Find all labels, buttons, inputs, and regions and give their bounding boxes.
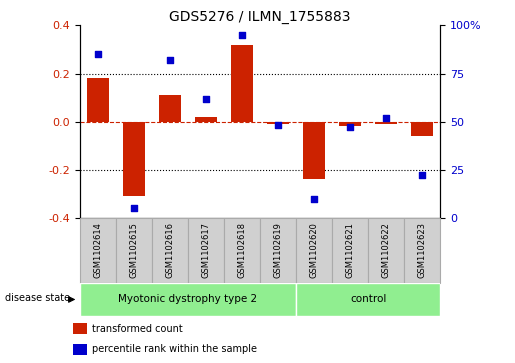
Bar (260, 218, 296, 283)
Text: GSM1102619: GSM1102619 (273, 223, 283, 278)
Bar (332, 218, 368, 283)
Point (238, 32, 246, 38)
Bar (87, 78, 109, 122)
Text: transformed count: transformed count (92, 324, 183, 334)
Bar (267, 122, 289, 124)
Text: GSM1102621: GSM1102621 (346, 223, 355, 278)
Text: percentile rank within the sample: percentile rank within the sample (92, 344, 258, 354)
Text: GSM1102618: GSM1102618 (237, 223, 247, 278)
Bar (152, 218, 188, 283)
Bar (123, 122, 145, 196)
Bar (368, 218, 404, 283)
Text: GSM1102617: GSM1102617 (201, 223, 211, 278)
Bar (73, 344, 87, 355)
Point (310, 196, 318, 201)
Text: disease state: disease state (5, 293, 70, 303)
Point (166, 57, 174, 63)
Text: GSM1102614: GSM1102614 (93, 223, 102, 278)
Bar (296, 218, 332, 283)
Bar (159, 95, 181, 122)
Text: GSM1102616: GSM1102616 (165, 223, 175, 278)
Bar (116, 218, 152, 283)
Bar (80, 218, 116, 283)
Bar (231, 45, 253, 122)
Point (202, 95, 210, 101)
Point (346, 125, 354, 130)
Text: GSM1102623: GSM1102623 (418, 223, 427, 278)
Point (418, 172, 426, 178)
Text: GSM1102615: GSM1102615 (129, 223, 139, 278)
Point (130, 205, 138, 211)
Bar (224, 218, 260, 283)
Bar (188, 218, 224, 283)
Bar (375, 122, 397, 124)
Bar (80, 283, 296, 316)
Point (382, 115, 390, 121)
Point (274, 123, 282, 129)
Bar (296, 283, 440, 316)
Text: GSM1102622: GSM1102622 (382, 223, 391, 278)
Text: Myotonic dystrophy type 2: Myotonic dystrophy type 2 (118, 294, 258, 305)
Bar (195, 117, 217, 122)
Bar (73, 323, 87, 334)
Bar (339, 122, 361, 126)
Bar (404, 218, 440, 283)
Point (94, 51, 102, 57)
Text: control: control (350, 294, 386, 305)
Text: GSM1102620: GSM1102620 (310, 223, 319, 278)
Bar (411, 122, 433, 136)
Bar (303, 122, 325, 179)
Title: GDS5276 / ILMN_1755883: GDS5276 / ILMN_1755883 (169, 11, 351, 24)
